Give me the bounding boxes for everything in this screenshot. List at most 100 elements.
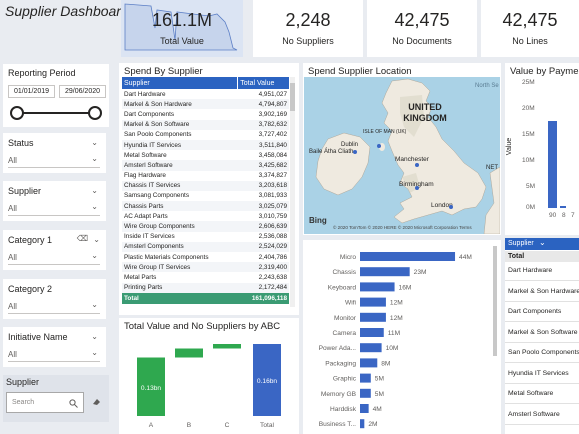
- list-item[interactable]: Amsterl Software: [508, 410, 560, 418]
- chevron-down-icon[interactable]: ⌄: [91, 348, 98, 357]
- table-row[interactable]: Wire Group Components 2,606,639: [122, 221, 289, 232]
- category-bar[interactable]: [360, 343, 382, 353]
- x-tick-label: B: [187, 422, 192, 429]
- supplier-slicer[interactable]: Supplier ⌄ All ⌄: [3, 181, 106, 221]
- map-label-net: NET: [486, 165, 498, 171]
- waterfall-bar[interactable]: [175, 348, 203, 358]
- eraser-icon[interactable]: ⌫: [76, 234, 88, 243]
- date-range-slider[interactable]: [17, 112, 95, 114]
- category-bar[interactable]: [360, 388, 371, 398]
- search-input[interactable]: Search: [12, 399, 35, 406]
- category2-slicer[interactable]: Category 2 All ⌄: [3, 279, 106, 319]
- table-row[interactable]: Hyundia IT Services 3,511,840: [122, 139, 289, 151]
- waterfall-bar[interactable]: [253, 344, 281, 416]
- chevron-up-icon[interactable]: ⌄: [91, 332, 98, 341]
- chevron-down-icon[interactable]: ⌄: [91, 154, 98, 163]
- category-bar[interactable]: [360, 252, 456, 261]
- data-label: 12M: [390, 315, 403, 322]
- map-point[interactable]: [353, 150, 357, 154]
- category-bar[interactable]: [360, 328, 384, 337]
- chevron-down-icon[interactable]: ⌄: [91, 300, 98, 309]
- payment-bar[interactable]: [560, 206, 566, 208]
- table-row[interactable]: Flag Hardware 3,374,827: [122, 171, 289, 181]
- chevron-up-icon[interactable]: ⌄: [91, 138, 98, 147]
- category-bar[interactable]: [360, 282, 395, 292]
- chevron-down-icon[interactable]: ⌄: [91, 202, 98, 211]
- end-date-input[interactable]: 29/06/2020: [59, 85, 106, 98]
- waterfall-bar[interactable]: [213, 344, 241, 349]
- list-item[interactable]: Dart Hardware: [508, 267, 553, 274]
- table-row[interactable]: Printing Parts 2,172,484: [122, 282, 289, 293]
- table-row[interactable]: Amsterl Components 2,524,029: [122, 241, 289, 252]
- kpi-value: 161.1M: [151, 10, 213, 30]
- slider-end-handle[interactable]: [88, 106, 102, 120]
- category-bar[interactable]: [360, 297, 386, 307]
- column-header-supplier[interactable]: Supplier: [122, 77, 239, 89]
- list-item[interactable]: San Poolo Components: [508, 349, 579, 356]
- chevron-down-icon[interactable]: ⌄: [91, 251, 98, 260]
- start-date-input[interactable]: 01/01/2019: [8, 85, 55, 98]
- table-row[interactable]: Chassis IT Services 3,203,618: [122, 180, 289, 191]
- column-header-total-value[interactable]: Total Value: [238, 77, 289, 89]
- list-item[interactable]: Dart Components: [508, 308, 562, 315]
- category-bar[interactable]: [360, 312, 386, 322]
- search-box[interactable]: Search: [6, 392, 84, 413]
- chart-scrollbar[interactable]: [493, 246, 498, 406]
- table-row[interactable]: Metal Software 3,458,084: [122, 150, 289, 160]
- category1-slicer[interactable]: Category 1 ⌫ ⌄ All ⌄: [3, 230, 106, 270]
- chevron-up-icon[interactable]: ⌄: [91, 186, 98, 195]
- table-scrollbar[interactable]: [290, 77, 295, 307]
- table-row[interactable]: Samsang Components 3,081,933: [122, 191, 289, 201]
- value-cell: 3,511,840: [259, 141, 287, 149]
- data-label: 12M: [390, 300, 403, 307]
- supplier-location-map[interactable]: Spend Supplier Location UNITED KINGDOM I…: [303, 63, 501, 235]
- table-row[interactable]: Chassis Parts 3,025,079: [122, 201, 289, 212]
- supplier-cell: Hyundia IT Services: [124, 141, 182, 149]
- map-point[interactable]: [377, 144, 381, 148]
- visual-title: Spend Supplier Location: [308, 66, 412, 77]
- map-point[interactable]: [415, 163, 419, 167]
- kpi-no-documents[interactable]: 42,475 No Documents: [367, 0, 477, 57]
- table-row[interactable]: Dart Hardware 4,951,027: [122, 89, 289, 99]
- slider-start-handle[interactable]: [10, 106, 24, 120]
- list-item[interactable]: Markel & Son Hardware: [508, 287, 579, 295]
- payment-bar[interactable]: [548, 121, 557, 208]
- table-row[interactable]: Amsterl Software 3,425,682: [122, 160, 289, 171]
- category-bar[interactable]: [360, 358, 378, 368]
- waterfall-bar[interactable]: [137, 357, 165, 417]
- kpi-total-value[interactable]: 161.1M Total Value: [121, 0, 243, 57]
- table-row[interactable]: San Poolo Components 3,727,402: [122, 130, 289, 140]
- category-bar[interactable]: [360, 419, 365, 429]
- eraser-icon[interactable]: [92, 398, 101, 406]
- chevron-down-icon[interactable]: ⌄: [539, 238, 546, 247]
- category-bar[interactable]: [360, 404, 369, 413]
- search-icon[interactable]: [69, 399, 78, 408]
- category-bar[interactable]: [360, 373, 371, 383]
- table-row[interactable]: Markel & Son Software 3,782,632: [122, 119, 289, 130]
- table-row[interactable]: Inside IT Services 2,536,088: [122, 232, 289, 242]
- category-bar[interactable]: [360, 267, 410, 277]
- kpi-label: No Lines: [512, 36, 548, 46]
- table-row[interactable]: AC Adapt Parts 3,010,759: [122, 211, 289, 221]
- scrollbar-thumb[interactable]: [290, 83, 295, 111]
- status-slicer[interactable]: Status ⌄ All ⌄: [3, 133, 106, 173]
- chevron-up-icon[interactable]: ⌄: [93, 235, 100, 244]
- table-row[interactable]: Markel & Son Hardware 4,794,807: [122, 99, 289, 110]
- list-header[interactable]: Supplier ⌄: [505, 238, 579, 250]
- map-point[interactable]: [449, 205, 453, 209]
- table-row[interactable]: Metal Parts 2,243,638: [122, 272, 289, 282]
- table-row[interactable]: Plastic Materials Components 2,404,786: [122, 252, 289, 262]
- list-item[interactable]: Hyundia IT Services: [508, 369, 569, 377]
- map-point[interactable]: [415, 186, 419, 190]
- scrollbar-thumb[interactable]: [493, 246, 497, 356]
- table-row[interactable]: Wire Group IT Services 2,319,400: [122, 262, 289, 273]
- table-row[interactable]: Dart Components 3,902,169: [122, 109, 289, 119]
- list-item[interactable]: Metal Software: [508, 390, 554, 397]
- kpi-no-suppliers[interactable]: 2,248 No Suppliers: [253, 0, 363, 57]
- abc-waterfall-svg: 0.13bn A B C 0.16bn Total: [137, 344, 281, 429]
- initiative-slicer[interactable]: Initiative Name ⌄ All ⌄: [3, 327, 106, 367]
- kpi-no-lines[interactable]: 42,475 No Lines: [481, 0, 579, 57]
- list-item[interactable]: Markel & Son Software: [508, 328, 578, 336]
- map-canvas[interactable]: [304, 77, 500, 234]
- divider: [8, 313, 100, 314]
